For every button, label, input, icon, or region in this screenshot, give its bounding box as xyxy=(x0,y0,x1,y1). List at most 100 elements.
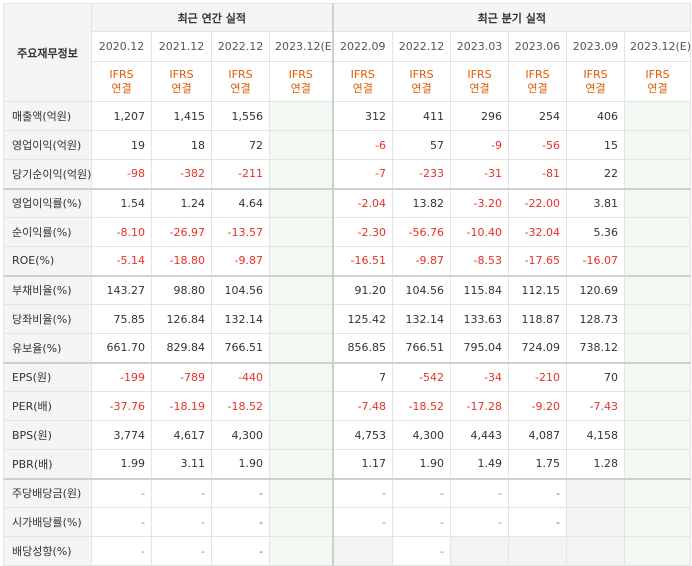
table-cell: 1.99 xyxy=(91,449,152,479)
table-cell xyxy=(268,420,334,450)
table-cell: 7 xyxy=(331,361,394,392)
table-cell xyxy=(331,536,394,566)
consolidated-label: 연결 xyxy=(111,81,132,95)
table-cell: -7 xyxy=(331,159,394,189)
table-cell: 1.90 xyxy=(392,449,452,479)
table-cell: -8.10 xyxy=(91,217,152,247)
table-row: 당좌비율(%) 75.85 126.84 132.14 125.42 132.14 133.… xyxy=(3,304,692,334)
table-cell: 1,556 xyxy=(211,101,270,131)
table-cell: - xyxy=(91,507,152,537)
table-cell: - xyxy=(450,477,510,508)
table-cell: -18.80 xyxy=(151,246,212,276)
row-label: 유보율(%) xyxy=(3,333,92,363)
consolidated-label: 연결 xyxy=(411,81,432,95)
table-cell: -211 xyxy=(211,159,270,189)
ifrs-label: IFRS xyxy=(228,67,253,81)
ifrs-label: IFRS xyxy=(350,67,375,81)
table-row: 배당성향(%) - - - - xyxy=(3,536,692,566)
period-header: 2022.09 xyxy=(331,31,394,62)
ifrs-consolidated-label: IFRS 연결 xyxy=(566,61,626,102)
table-row: PER(배) -37.76 -18.19 -18.52 -7.48 -18.52 -17.2… xyxy=(3,391,692,421)
period-header: 2023.12(E) xyxy=(624,31,692,62)
table-cell: - xyxy=(151,507,212,537)
table-cell: 406 xyxy=(566,101,626,131)
consolidated-label: 연결 xyxy=(290,81,311,95)
table-cell: 112.15 xyxy=(508,274,568,305)
table-cell xyxy=(624,274,692,305)
table-cell: 125.42 xyxy=(331,304,394,334)
table-row: 매출액(억원) 1,207 1,415 1,556 312 411 296 254 406 xyxy=(3,101,692,131)
table-cell: 312 xyxy=(331,101,394,131)
ifrs-consolidated-label: IFRS 연결 xyxy=(331,61,394,102)
period-header: 2023.03 xyxy=(450,31,510,62)
table-cell: - xyxy=(91,477,152,508)
table-cell: 724.09 xyxy=(508,333,568,363)
table-cell: -10.40 xyxy=(450,217,510,247)
table-cell: 766.51 xyxy=(211,333,270,363)
table-cell xyxy=(624,391,692,421)
table-cell xyxy=(268,536,334,566)
table-cell: -17.65 xyxy=(508,246,568,276)
table-cell xyxy=(566,536,626,566)
table-cell: -34 xyxy=(450,361,510,392)
ifrs-consolidated-label: IFRS 연결 xyxy=(91,61,152,102)
table-cell xyxy=(566,477,626,508)
header-row-ifrs: IFRS 연결 IFRS 연결 IFRS 연결 IFRS 연결 IFRS 연결 IFRS 연결 IFRS… xyxy=(4,61,692,102)
table-cell: 738.12 xyxy=(566,333,626,363)
row-label: 순이익률(%) xyxy=(3,217,92,247)
row-label: 영업이익률(%) xyxy=(3,187,92,218)
table-cell: 4,753 xyxy=(331,420,394,450)
table-cell: 411 xyxy=(392,101,452,131)
table-cell: -22.00 xyxy=(508,187,568,218)
table-cell: 3,774 xyxy=(91,420,152,450)
table-row: 영업이익(억원) 19 18 72 -6 57 -9 -56 15 xyxy=(3,130,692,160)
table-cell: 661.70 xyxy=(91,333,152,363)
table-cell xyxy=(624,187,692,218)
table-cell xyxy=(268,304,334,334)
row-label: EPS(원) xyxy=(3,361,92,392)
table-cell: 72 xyxy=(211,130,270,160)
table-cell xyxy=(268,449,334,479)
table-cell: - xyxy=(392,477,452,508)
table-cell: -13.57 xyxy=(211,217,270,247)
ifrs-consolidated-label: IFRS 연결 xyxy=(211,61,270,102)
ifrs-label: IFRS xyxy=(109,67,134,81)
table-cell: -56 xyxy=(508,130,568,160)
table-cell: 15 xyxy=(566,130,626,160)
period-header: 2023.06 xyxy=(508,31,568,62)
table-cell: -6 xyxy=(331,130,394,160)
table-cell: 132.14 xyxy=(392,304,452,334)
table-cell: -9.87 xyxy=(392,246,452,276)
ifrs-label: IFRS xyxy=(525,67,550,81)
table-row: ROE(%) -5.14 -18.80 -9.87 -16.51 -9.87 -8.53 -1… xyxy=(3,246,692,276)
table-cell: -9.20 xyxy=(508,391,568,421)
financial-summary-table: 주요재무정보 최근 연간 실적 최근 분기 실적 2020.12 2021.12 2… xyxy=(3,3,692,566)
table-row: 당기순이익(억원) -98 -382 -211 -7 -233 -31 -81 22 xyxy=(3,159,692,189)
table-cell: 133.63 xyxy=(450,304,510,334)
table-cell: -3.20 xyxy=(450,187,510,218)
quarter-title: 최근 분기 실적 xyxy=(331,3,692,32)
table-cell: 126.84 xyxy=(151,304,212,334)
table-cell: -8.53 xyxy=(450,246,510,276)
table-cell: -31 xyxy=(450,159,510,189)
table-cell: 795.04 xyxy=(450,333,510,363)
ifrs-consolidated-label: IFRS 연결 xyxy=(624,61,692,102)
table-cell: 4,300 xyxy=(211,420,270,450)
table-cell xyxy=(624,130,692,160)
table-cell: -32.04 xyxy=(508,217,568,247)
table-cell: - xyxy=(151,477,212,508)
table-cell: -7.43 xyxy=(566,391,626,421)
row-label: 부채비율(%) xyxy=(3,274,92,305)
table-row: 유보율(%) 661.70 829.84 766.51 856.85 766.51 795.… xyxy=(3,333,692,363)
period-header: 2023.09 xyxy=(566,31,626,62)
table-cell: 1.28 xyxy=(566,449,626,479)
table-cell: 128.73 xyxy=(566,304,626,334)
period-header: 2020.12 xyxy=(91,31,152,62)
corner-label: 주요재무정보 xyxy=(3,3,92,102)
table-row: 영업이익률(%) 1.54 1.24 4.64 -2.04 13.82 -3.20 -22.0… xyxy=(3,187,692,218)
table-cell: 18 xyxy=(151,130,212,160)
table-cell: 1,207 xyxy=(91,101,152,131)
table-cell: - xyxy=(508,477,568,508)
table-cell xyxy=(268,333,334,363)
table-row: EPS(원) -199 -789 -440 7 -542 -34 -210 70 xyxy=(3,361,692,392)
